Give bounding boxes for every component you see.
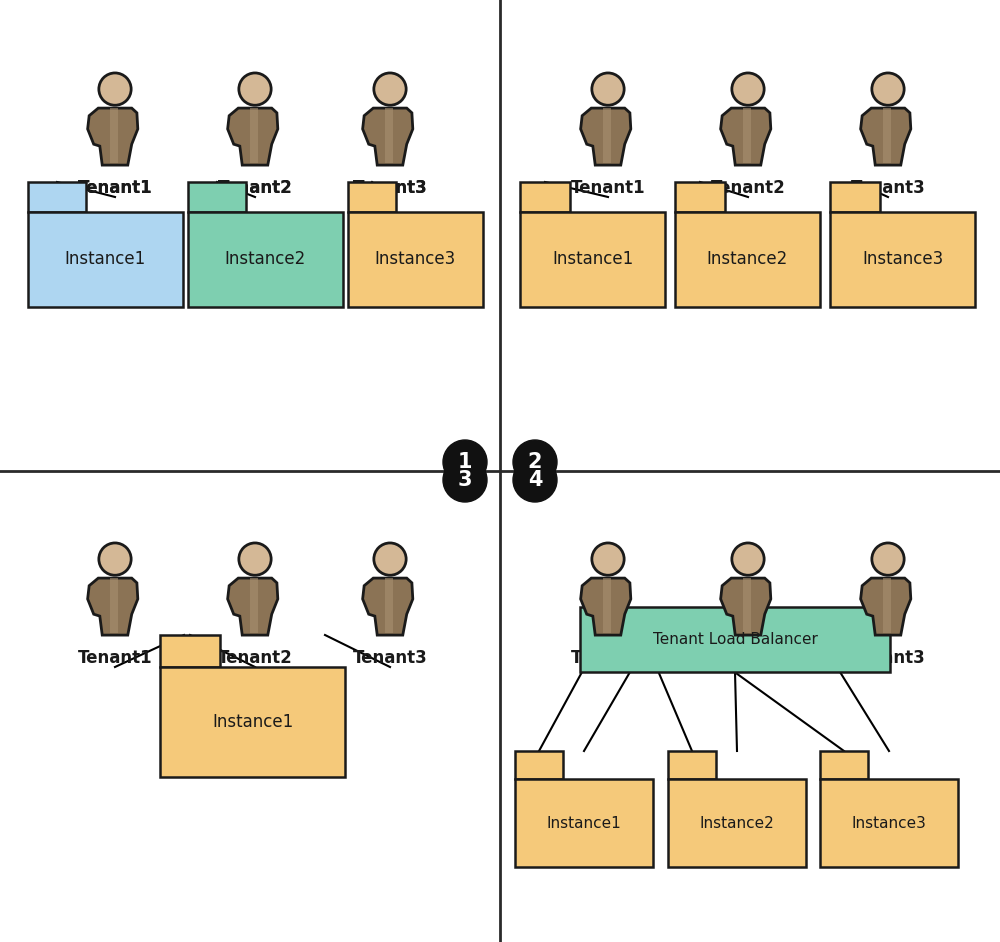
Text: Tenant1: Tenant1 [78, 179, 152, 197]
Polygon shape [743, 578, 751, 633]
Circle shape [99, 73, 131, 106]
Text: Instance1: Instance1 [212, 713, 293, 731]
Polygon shape [88, 108, 138, 165]
Polygon shape [228, 578, 278, 635]
Text: Instance1: Instance1 [547, 816, 621, 831]
Polygon shape [603, 578, 611, 633]
Circle shape [239, 543, 271, 576]
Bar [348, 212, 483, 307]
Bar [188, 212, 343, 307]
Text: Instance2: Instance2 [700, 816, 774, 831]
Polygon shape [883, 578, 891, 633]
Circle shape [374, 73, 406, 106]
Bar [820, 779, 958, 867]
Text: Tenant1: Tenant1 [78, 649, 152, 667]
Polygon shape [861, 578, 911, 635]
Polygon shape [385, 578, 393, 633]
Polygon shape [721, 108, 771, 165]
Text: Tenant1: Tenant1 [78, 179, 152, 197]
Polygon shape [110, 108, 118, 163]
Circle shape [513, 440, 557, 484]
Polygon shape [581, 578, 631, 635]
Circle shape [732, 543, 764, 576]
Circle shape [99, 543, 131, 576]
Text: Instance1: Instance1 [65, 251, 146, 268]
Bar [668, 779, 806, 867]
Bar [348, 182, 396, 212]
Polygon shape [250, 578, 258, 633]
Bar [515, 779, 653, 867]
Circle shape [872, 543, 904, 576]
Bar [188, 182, 246, 212]
Text: Instance1: Instance1 [552, 251, 633, 268]
Bar [160, 667, 345, 777]
Polygon shape [861, 108, 911, 165]
Circle shape [872, 73, 904, 106]
Bar [520, 212, 665, 307]
Text: Tenant1: Tenant1 [571, 649, 645, 667]
Text: Tenant3: Tenant3 [353, 179, 427, 197]
Text: Tenant3: Tenant3 [353, 179, 427, 197]
Bar [830, 182, 880, 212]
Polygon shape [883, 108, 891, 163]
Bar [28, 182, 86, 212]
Text: Tenant2: Tenant2 [218, 179, 292, 197]
Circle shape [374, 543, 406, 576]
Circle shape [239, 73, 271, 106]
Polygon shape [250, 108, 258, 163]
Bar [515, 751, 563, 779]
Circle shape [443, 440, 487, 484]
Polygon shape [363, 578, 413, 635]
Polygon shape [385, 108, 393, 163]
Bar [160, 635, 220, 667]
Bar [668, 751, 716, 779]
Polygon shape [743, 108, 751, 163]
Text: Tenant2: Tenant2 [218, 649, 292, 667]
Bar [580, 607, 890, 672]
Bar [675, 212, 820, 307]
Text: Tenant2: Tenant2 [711, 649, 785, 667]
Polygon shape [88, 578, 138, 635]
Text: Instance3: Instance3 [852, 816, 926, 831]
Text: Instance3: Instance3 [862, 251, 943, 268]
Text: 2: 2 [528, 452, 542, 472]
Circle shape [732, 73, 764, 106]
Text: Instance2: Instance2 [707, 251, 788, 268]
Bar [675, 182, 725, 212]
Circle shape [513, 458, 557, 502]
Text: 3: 3 [458, 470, 472, 490]
Text: Tenant3: Tenant3 [851, 179, 925, 197]
Bar [830, 212, 975, 307]
Circle shape [443, 458, 487, 502]
Polygon shape [110, 578, 118, 633]
Text: Tenant3: Tenant3 [353, 649, 427, 667]
Circle shape [592, 73, 624, 106]
Text: Instance2: Instance2 [225, 251, 306, 268]
Bar [28, 212, 183, 307]
Bar [520, 182, 570, 212]
Polygon shape [603, 108, 611, 163]
Bar [820, 751, 868, 779]
Polygon shape [721, 578, 771, 635]
Text: 4: 4 [528, 470, 542, 490]
Text: Instance3: Instance3 [375, 251, 456, 268]
Polygon shape [363, 108, 413, 165]
Text: Tenant2: Tenant2 [711, 179, 785, 197]
Text: Tenant2: Tenant2 [218, 179, 292, 197]
Text: Tenant Load Balancer: Tenant Load Balancer [653, 632, 817, 647]
Polygon shape [581, 108, 631, 165]
Circle shape [592, 543, 624, 576]
Text: Tenant3: Tenant3 [851, 649, 925, 667]
Polygon shape [228, 108, 278, 165]
Text: 1: 1 [458, 452, 472, 472]
Text: Tenant1: Tenant1 [571, 179, 645, 197]
